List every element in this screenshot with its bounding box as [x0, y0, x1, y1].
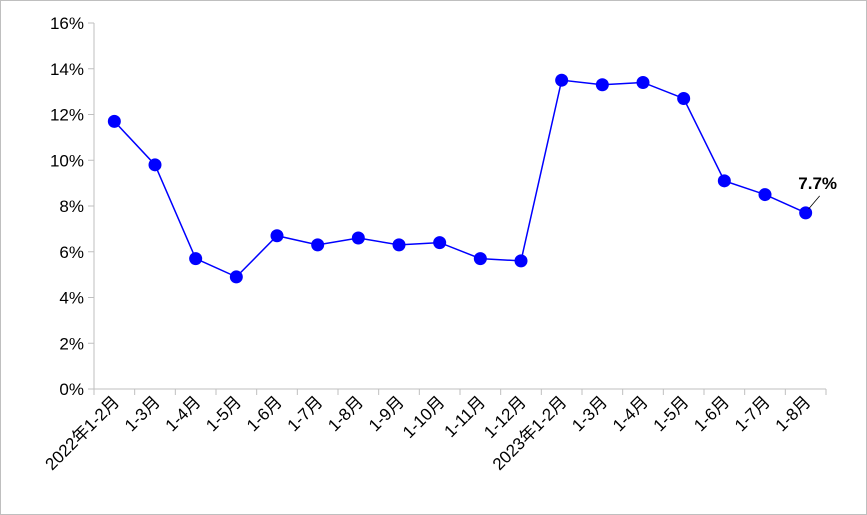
data-point	[595, 78, 609, 92]
data-point	[148, 158, 162, 172]
data-point	[473, 252, 487, 266]
data-point	[514, 254, 528, 268]
data-point	[311, 238, 325, 252]
y-tick-label: 6%	[59, 243, 84, 262]
data-point	[636, 75, 650, 89]
y-tick-label: 12%	[50, 106, 84, 125]
y-tick-label: 8%	[59, 197, 84, 216]
y-tick-label: 10%	[50, 151, 84, 170]
label-leader	[808, 195, 820, 210]
y-tick-label: 4%	[59, 289, 84, 308]
y-tick-label: 2%	[59, 334, 84, 353]
data-point	[351, 231, 365, 245]
data-point	[677, 91, 691, 105]
y-tick-label: 14%	[50, 60, 84, 79]
data-point	[799, 206, 813, 220]
data-label: 7.7%	[798, 174, 837, 193]
data-point	[758, 188, 772, 202]
data-point	[433, 236, 447, 250]
data-point	[189, 252, 203, 266]
y-tick-label: 16%	[50, 14, 84, 33]
data-point	[717, 174, 731, 188]
data-line	[113, 79, 806, 278]
data-point	[270, 229, 284, 243]
y-tick-label: 0%	[59, 380, 84, 399]
data-point	[392, 238, 406, 252]
data-point	[107, 114, 121, 128]
data-point	[229, 270, 243, 284]
data-point	[555, 73, 569, 87]
